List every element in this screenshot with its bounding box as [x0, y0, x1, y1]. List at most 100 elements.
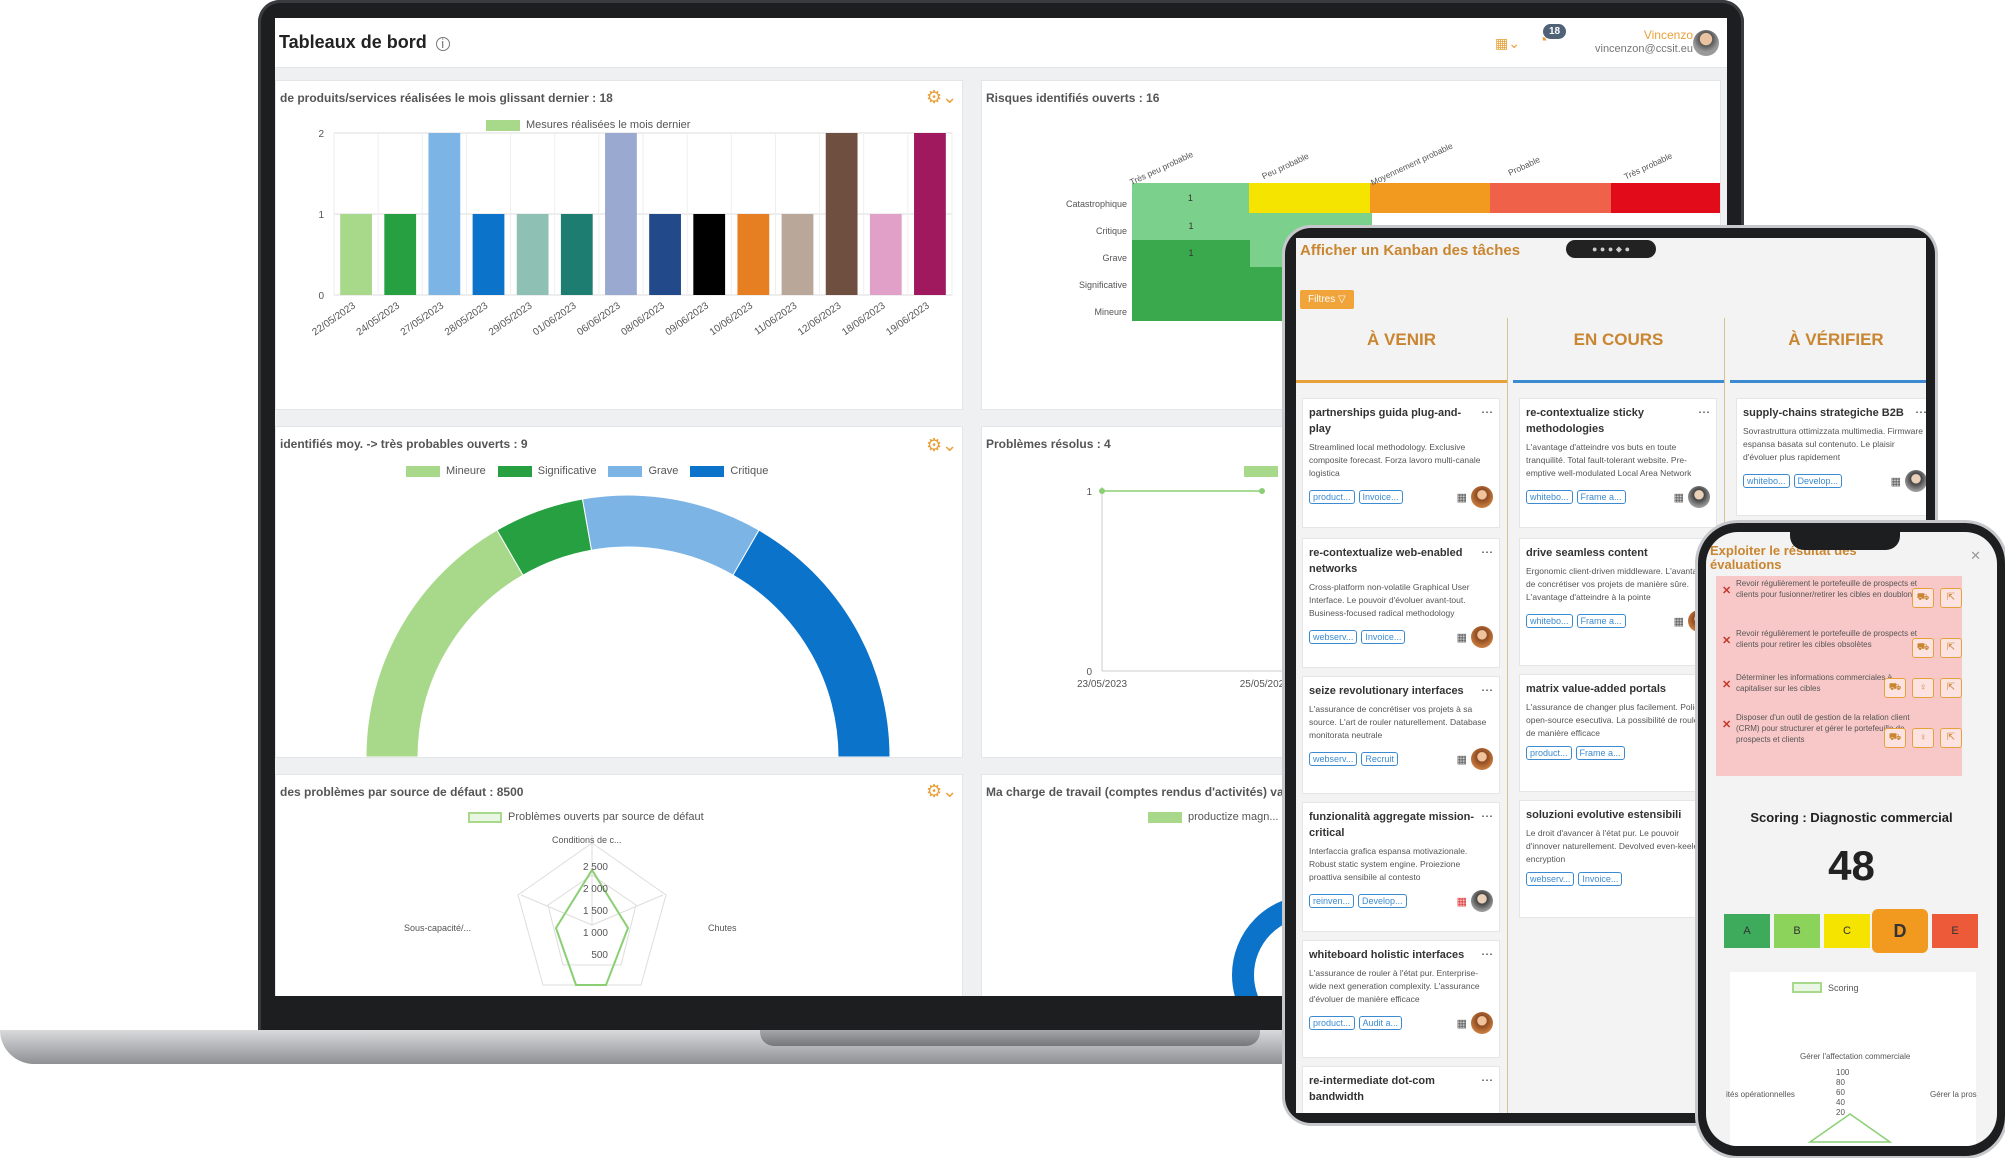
card-tag[interactable]: product... [1309, 490, 1355, 504]
assignee-avatar[interactable] [1471, 1012, 1493, 1034]
calendar-icon[interactable]: ▦ [1673, 491, 1684, 504]
card-tag[interactable]: Invoice... [1361, 630, 1406, 644]
assignee-avatar[interactable] [1471, 486, 1493, 508]
assignee-avatar[interactable] [1471, 626, 1493, 648]
kanban-card[interactable]: ⋯ re-contextualize web-enabled networks … [1302, 538, 1500, 668]
card-tag[interactable]: Develop... [1793, 474, 1843, 488]
radar-axis [520, 894, 593, 926]
calendar-icon[interactable]: ▦⌄ [1495, 35, 1520, 51]
bell-icon[interactable]: ◔ [1538, 32, 1548, 49]
risks-gauge-title: identifiés moy. -> très probables ouvert… [280, 437, 528, 451]
y-tick-label: 1 [1086, 487, 1092, 498]
remove-icon[interactable]: ✕ [1722, 679, 1732, 691]
card-tag[interactable]: product... [1526, 746, 1572, 760]
radar-ticks: 2 500 2 000 1 500 1 000 500 [578, 857, 608, 967]
calendar-icon[interactable]: ▦ [1456, 753, 1467, 766]
x-tick-label: 01/06/2023 [531, 300, 579, 338]
kanban-card[interactable]: ⋯ re-contextualize sticky methodologies … [1519, 398, 1717, 528]
car-icon[interactable]: ⛟ [1912, 638, 1934, 658]
kanban-card[interactable]: ⋯ re-intermediate dot-com bandwidth [1302, 1066, 1500, 1113]
remove-icon[interactable]: ✕ [1722, 719, 1732, 731]
export-icon[interactable]: ⇱ [1940, 588, 1962, 608]
filter-button[interactable]: Filtres ▽ [1300, 290, 1354, 309]
more-icon[interactable]: ⋯ [1481, 545, 1493, 559]
card-tag[interactable]: whitebo... [1526, 490, 1573, 504]
legend-label: Mesures réalisées le mois dernier [526, 119, 691, 131]
card-tag[interactable]: reinven... [1309, 894, 1355, 908]
assignee-avatar[interactable] [1905, 470, 1926, 492]
risk-cell[interactable] [1490, 183, 1612, 213]
kanban-card[interactable]: ⋯ supply-chains strategiche B2B Sovrastr… [1736, 398, 1926, 516]
gear-icon[interactable]: ⚙⌄ [926, 435, 958, 455]
card-tag[interactable]: product... [1309, 1016, 1355, 1030]
card-tag[interactable]: Recruit [1361, 752, 1398, 766]
export-icon[interactable]: ⇱ [1940, 728, 1962, 748]
close-icon[interactable]: ✕ [1970, 548, 1981, 563]
card-tag[interactable]: whitebo... [1526, 614, 1573, 628]
more-icon[interactable]: ⋯ [1481, 947, 1493, 961]
gear-icon[interactable]: ⚙⌄ [926, 781, 958, 801]
bulb-icon[interactable]: ♀ [1912, 728, 1934, 748]
kanban-card[interactable]: ⋯ funzionalità aggregate mission-critica… [1302, 802, 1500, 932]
risk-cell[interactable]: 1 [1132, 213, 1250, 240]
card-tag[interactable]: whitebo... [1743, 474, 1790, 488]
risk-cell[interactable] [1248, 183, 1370, 213]
donut-slice [365, 529, 524, 757]
more-icon[interactable]: ⋯ [1481, 809, 1493, 823]
card-tag[interactable]: Frame a... [1575, 746, 1625, 760]
more-icon[interactable]: ⋯ [1481, 1073, 1493, 1087]
car-icon[interactable]: ⛟ [1912, 588, 1934, 608]
calendar-icon[interactable]: ▦ [1456, 1017, 1467, 1030]
info-circle-icon[interactable]: i [435, 37, 450, 51]
risk-cell[interactable] [1611, 183, 1720, 213]
card-title: re-contextualize web-enabled networks [1309, 547, 1463, 575]
calendar-icon[interactable]: ▦ [1673, 615, 1684, 628]
gear-icon[interactable]: ⚙⌄ [926, 87, 958, 107]
remove-icon[interactable]: ✕ [1722, 585, 1732, 597]
kanban-card[interactable]: soluzioni evolutive estensibili Le droit… [1519, 800, 1717, 918]
more-icon[interactable]: ⋯ [1481, 405, 1493, 419]
card-tag[interactable]: Develop... [1358, 894, 1407, 908]
card-tag[interactable]: Invoice... [1578, 872, 1623, 886]
card-tag[interactable]: Frame a... [1576, 614, 1626, 628]
bulb-icon[interactable]: ♀ [1912, 678, 1934, 698]
card-tag[interactable]: Audit a... [1358, 1016, 1403, 1030]
calendar-icon[interactable]: ▦ [1456, 895, 1467, 908]
user-avatar[interactable] [1693, 30, 1719, 56]
remove-icon[interactable]: ✕ [1722, 635, 1732, 647]
kanban-card[interactable]: ⋯ seize revolutionary interfaces L'assur… [1302, 676, 1500, 794]
calendar-icon[interactable]: ▦ [1456, 491, 1467, 504]
kanban-card[interactable]: drive seamless content Ergonomic client-… [1519, 538, 1717, 666]
legend-swatch [497, 465, 532, 477]
notes-panel: ✕ Revoir régulièrement le portefeuille de… [1716, 576, 1962, 776]
kanban-card[interactable]: ⋯ partnerships guida plug-and-play Strea… [1302, 398, 1500, 528]
car-icon[interactable]: ⛟ [1884, 728, 1906, 748]
risk-cell[interactable]: 1 [1132, 183, 1249, 213]
assignee-avatar[interactable] [1688, 486, 1710, 508]
risk-cell[interactable]: 1 [1132, 240, 1250, 267]
kanban-card[interactable]: matrix value-added portals L'assurance d… [1519, 674, 1717, 792]
more-icon[interactable]: ⋯ [1915, 405, 1926, 419]
assignee-avatar[interactable] [1471, 890, 1493, 912]
card-tag[interactable]: Frame a... [1576, 490, 1626, 504]
page-title: Tableaux de bord i [279, 32, 450, 53]
car-icon[interactable]: ⛟ [1884, 678, 1906, 698]
calendar-icon[interactable]: ▦ [1456, 631, 1467, 644]
assignee-avatar[interactable] [1471, 748, 1493, 770]
export-icon[interactable]: ⇱ [1940, 678, 1962, 698]
risk-cell[interactable] [1369, 183, 1491, 213]
card-tag[interactable]: Invoice... [1358, 490, 1403, 504]
donut-slice [732, 529, 891, 757]
card-desc: Interfaccia grafica espansa motivazional… [1309, 846, 1468, 882]
kanban-card[interactable]: ⋯ whiteboard holistic interfaces L'assur… [1302, 940, 1500, 1058]
card-tag[interactable]: webserv... [1309, 630, 1358, 644]
more-icon[interactable]: ⋯ [1698, 405, 1710, 419]
user-info[interactable]: Vincenzo vincenzon@ccsit.eu [1595, 28, 1693, 56]
card-tag[interactable]: webserv... [1526, 872, 1575, 886]
card-tag[interactable]: webserv... [1309, 752, 1358, 766]
export-icon[interactable]: ⇱ [1940, 638, 1962, 658]
calendar-icon[interactable]: ▦ [1890, 475, 1901, 488]
more-icon[interactable]: ⋯ [1481, 683, 1493, 697]
card-desc: Le droit d'avancer à l'état pur. Le pouv… [1526, 828, 1703, 864]
user-email: vincenzon@ccsit.eu [1595, 43, 1693, 55]
